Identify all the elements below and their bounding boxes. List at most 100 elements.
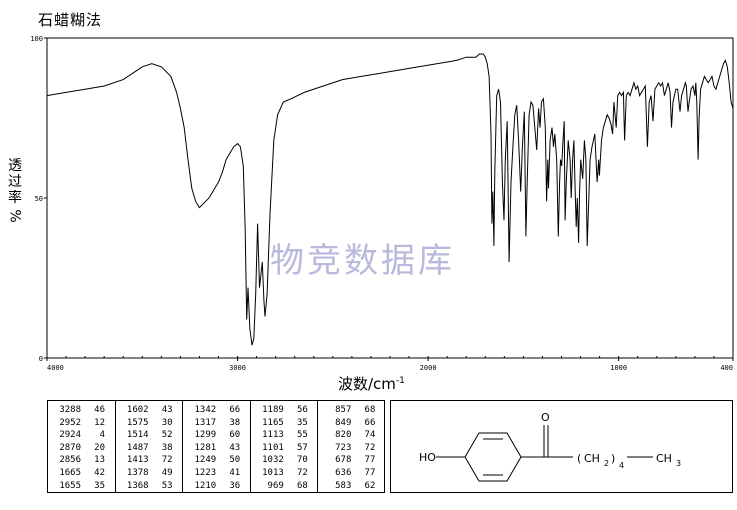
peak-transmittance: 20 xyxy=(94,442,105,453)
peak-row: 1368 53 xyxy=(116,480,183,493)
watermark: 物竞数据库 xyxy=(270,241,455,281)
peak-wavenumber: 1368 xyxy=(126,480,149,491)
peak-wavenumber: 1413 xyxy=(126,455,149,466)
peak-wavenumber: 1189 xyxy=(262,405,284,415)
peak-row: 1317 38 xyxy=(183,417,250,430)
peak-row: 1210 36 xyxy=(183,480,250,493)
peak-transmittance: 35 xyxy=(296,417,308,428)
peak-row: 1487 38 xyxy=(116,442,183,455)
x-tick-label: 4000 xyxy=(47,364,64,372)
methyl-subscript: 3 xyxy=(676,459,681,468)
peak-wavenumber: 2870 xyxy=(59,442,81,453)
peak-wavenumber: 1032 xyxy=(262,455,284,466)
hydroxyl-label: HO xyxy=(419,451,436,464)
peak-transmittance: 43 xyxy=(229,442,241,453)
peak-wavenumber: 1165 xyxy=(262,417,284,428)
peak-transmittance: 4 xyxy=(99,430,105,441)
peak-wavenumber: 1342 xyxy=(194,405,217,415)
peak-wavenumber: 969 xyxy=(267,480,284,491)
peak-wavenumber: 3288 xyxy=(59,405,81,415)
peak-row: 1189 56 xyxy=(251,404,318,417)
peak-row: 1655 35 xyxy=(48,480,115,493)
peak-transmittance: 70 xyxy=(296,455,308,466)
peak-wavenumber: 2952 xyxy=(59,417,81,428)
peak-wavenumber: 636 xyxy=(335,467,352,478)
y-tick-label: 100 xyxy=(30,35,43,43)
peak-transmittance: 38 xyxy=(229,417,241,428)
peak-row: 1281 43 xyxy=(183,442,250,455)
peak-row: 1101 57 xyxy=(251,442,318,455)
x-tick-label: 2000 xyxy=(420,364,437,372)
peak-wavenumber: 1378 xyxy=(126,467,149,478)
peak-wavenumber: 849 xyxy=(335,417,352,428)
peak-row: 1413 72 xyxy=(116,454,183,467)
peak-row: 1165 35 xyxy=(251,417,318,430)
peak-row: 849 66 xyxy=(318,417,386,430)
x-axis-label-exponent: -1 xyxy=(395,376,405,386)
repeat-count: 4 xyxy=(619,461,624,470)
peak-wavenumber: 1299 xyxy=(194,430,217,441)
y-axis-unit: % xyxy=(7,209,23,223)
peak-transmittance: 68 xyxy=(364,405,376,415)
peak-column: 1602 43 1575 30 1514 52 1487 38 1413 72 1378 49 1368… xyxy=(116,401,184,492)
peak-row: 2924 4 xyxy=(48,429,115,442)
peak-row: 2952 12 xyxy=(48,417,115,430)
molecule-structure: HO O ( CH 2 ) 4 CH 3 xyxy=(419,411,681,482)
peak-row: 2870 20 xyxy=(48,442,115,455)
y-axis-label-text: 透过率 xyxy=(8,158,22,206)
methyl-label: CH xyxy=(656,452,672,465)
x-tick-label: 3000 xyxy=(229,364,246,372)
peak-transmittance: 13 xyxy=(94,455,105,466)
peak-row: 1342 66 xyxy=(183,404,250,417)
peak-transmittance: 36 xyxy=(229,480,241,491)
peak-column: 3288 46 2952 12 2924 4 2870 20 2856 13 1665 42 1655 3… xyxy=(48,401,116,492)
peak-transmittance: 62 xyxy=(364,480,376,491)
x-axis-label-text: 波数/cm xyxy=(338,375,396,393)
peak-wavenumber: 1013 xyxy=(262,467,284,478)
peak-row: 1378 49 xyxy=(116,467,183,480)
peak-row: 636 77 xyxy=(318,467,386,480)
y-axis-label: 透过率 % xyxy=(6,158,24,224)
peak-transmittance: 57 xyxy=(296,442,308,453)
peak-row: 1299 60 xyxy=(183,429,250,442)
peak-row: 969 68 xyxy=(251,480,318,493)
peak-row: 1602 43 xyxy=(116,404,183,417)
chain-close-paren: ) xyxy=(611,452,615,465)
peak-transmittance: 74 xyxy=(364,430,376,441)
peak-wavenumber: 1487 xyxy=(126,442,149,453)
peak-row: 583 62 xyxy=(318,480,386,493)
peak-column: 857 68 849 66 820 74 723 72 678 77 636 77 583 62 xyxy=(318,401,386,492)
peak-wavenumber: 1281 xyxy=(194,442,217,453)
peak-transmittance: 43 xyxy=(161,405,173,415)
peak-wavenumber: 1514 xyxy=(126,430,149,441)
peak-row: 1665 42 xyxy=(48,467,115,480)
peak-wavenumber: 857 xyxy=(335,405,352,415)
peak-column: 1189 56 1165 35 1113 55 1101 57 1032 70 1013 72 969 6… xyxy=(251,401,319,492)
peak-wavenumber: 1210 xyxy=(194,480,217,491)
x-axis-label: 波数/cm-1 xyxy=(338,373,405,394)
peak-wavenumber: 1575 xyxy=(126,417,149,428)
peak-wavenumber: 1655 xyxy=(59,480,81,491)
peak-wavenumber: 1101 xyxy=(262,442,284,453)
peak-transmittance: 72 xyxy=(296,467,308,478)
x-tick-label: 1000 xyxy=(610,364,627,372)
peak-transmittance: 77 xyxy=(364,455,376,466)
peak-wavenumber: 1665 xyxy=(59,467,81,478)
peak-transmittance: 68 xyxy=(296,480,308,491)
peak-transmittance: 35 xyxy=(94,480,105,491)
peak-row: 857 68 xyxy=(318,404,386,417)
peak-transmittance: 77 xyxy=(364,467,376,478)
y-tick-label: 0 xyxy=(39,355,43,363)
peak-transmittance: 60 xyxy=(229,430,241,441)
peak-row: 678 77 xyxy=(318,454,386,467)
methylene-label: CH xyxy=(584,452,600,465)
peak-row: 1223 41 xyxy=(183,467,250,480)
peak-row: 820 74 xyxy=(318,429,386,442)
peak-row: 1514 52 xyxy=(116,429,183,442)
plot-frame xyxy=(46,37,734,359)
peak-wavenumber: 1602 xyxy=(126,405,149,415)
peak-wavenumber: 820 xyxy=(335,430,352,441)
peak-transmittance: 30 xyxy=(161,417,173,428)
peak-transmittance: 55 xyxy=(296,430,308,441)
